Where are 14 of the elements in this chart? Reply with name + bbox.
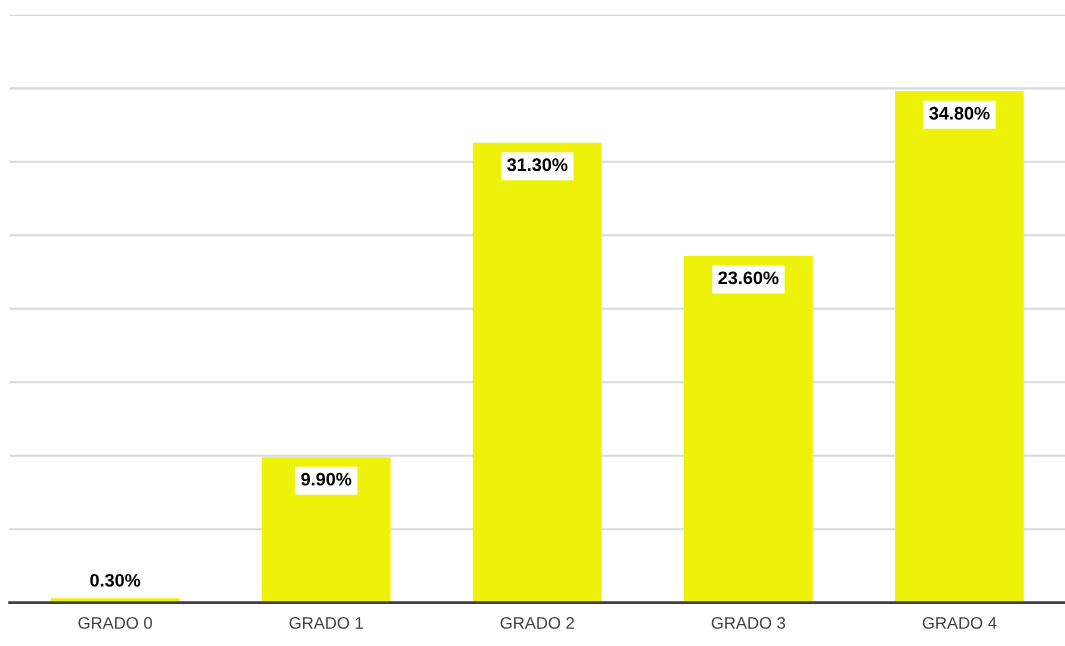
bar bbox=[261, 457, 391, 603]
data-label: 31.30% bbox=[507, 158, 568, 172]
x-tick-label: GRADO 2 bbox=[500, 617, 574, 629]
data-label: 0.30% bbox=[90, 573, 141, 587]
data-label: 23.60% bbox=[718, 271, 779, 285]
bar bbox=[472, 142, 602, 603]
x-tick-label: GRADO 1 bbox=[289, 617, 363, 629]
bar bbox=[684, 255, 813, 603]
x-tick-label: GRADO 4 bbox=[922, 617, 997, 629]
data-label: 34.80% bbox=[929, 106, 990, 120]
bar bbox=[895, 91, 1024, 603]
x-tick-label: GRADO 0 bbox=[78, 617, 152, 629]
x-tick-label: GRADO 3 bbox=[711, 617, 786, 629]
data-label: 9.90% bbox=[301, 472, 352, 486]
